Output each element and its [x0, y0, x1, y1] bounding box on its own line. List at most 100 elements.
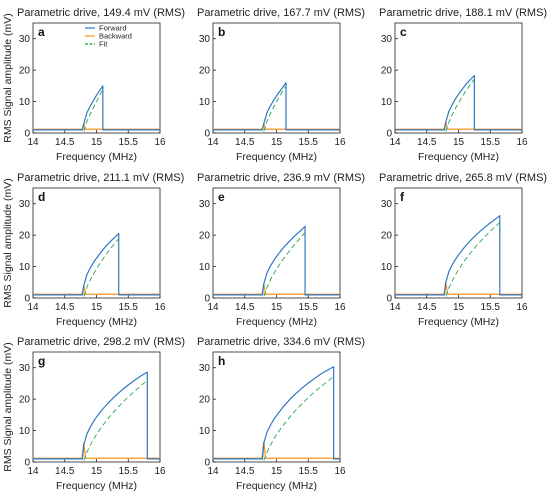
y-tick-label: 30	[199, 363, 211, 374]
x-tick-label: 14.5	[55, 137, 75, 148]
y-tick-label: 20	[199, 395, 211, 406]
plot-frame	[32, 187, 161, 299]
panel-letter: e	[218, 190, 225, 204]
series-line-forward	[213, 225, 340, 296]
x-tick-label: 14.5	[235, 466, 255, 477]
series-line-forward	[395, 74, 522, 131]
x-tick-label: 16	[154, 466, 166, 477]
y-tick-label: 30	[199, 34, 211, 45]
y-tick-label: 30	[19, 363, 31, 374]
x-tick-label: 15.5	[299, 302, 319, 313]
x-tick-label: 15.5	[119, 137, 139, 148]
x-tick-label: 15	[91, 466, 103, 477]
panel-h: Parametric drive, 334.6 mV (RMS) h 14 14.5 1…	[197, 336, 365, 491]
y-tick-label: 10	[19, 426, 31, 437]
x-tick-label: 14	[389, 137, 401, 148]
y-tick-label: 20	[199, 231, 211, 242]
panel-d: Parametric drive, 211.1 mV (RMS) d 14 14.5 1…	[17, 172, 184, 328]
y-tick-label: 10	[199, 97, 211, 108]
series-line-backward	[33, 284, 160, 295]
x-tick-label: 16	[154, 137, 166, 148]
x-axis-label: Frequency (MHz)	[418, 316, 499, 328]
legend-label-forward: Forward	[99, 24, 127, 33]
panel-a: Parametric drive, 149.4 mV (RMS) a 14 14.5 1…	[17, 7, 185, 163]
series-line-backward	[33, 122, 160, 130]
y-tick-label: 20	[19, 66, 31, 77]
panel-title: Parametric drive, 188.1 mV (RMS)	[379, 7, 547, 19]
y-tick-label: 20	[381, 231, 393, 242]
y-tick-label: 10	[19, 97, 31, 108]
x-tick-label: 15	[453, 137, 465, 148]
x-tick-label: 14.5	[235, 137, 255, 148]
y-tick-label: 20	[199, 66, 211, 77]
panel-letter: f	[400, 190, 405, 204]
x-axis-label: Frequency (MHz)	[236, 480, 317, 491]
series-line-forward	[33, 232, 160, 296]
y-tick-label: 30	[19, 34, 31, 45]
panel-f: Parametric drive, 265.8 mV (RMS) f 14 14.5 1…	[379, 172, 547, 328]
x-tick-label: 15	[271, 137, 283, 148]
panel-letter: c	[400, 25, 407, 39]
x-tick-label: 14	[207, 137, 219, 148]
x-axis-label: Frequency (MHz)	[236, 151, 317, 163]
x-tick-label: 14.5	[417, 137, 437, 148]
plot-frame	[394, 187, 523, 299]
y-tick-label: 20	[19, 231, 31, 242]
x-tick-label: 15	[91, 302, 103, 313]
y-tick-label: 10	[199, 426, 211, 437]
y-tick-label: 0	[386, 129, 392, 140]
x-tick-label: 15.5	[481, 137, 501, 148]
series-line-backward	[395, 281, 522, 295]
panel-b: Parametric drive, 167.7 mV (RMS) b 14 14.5 1…	[197, 7, 365, 163]
series-line-forward	[213, 366, 340, 460]
series-line-backward	[395, 121, 522, 130]
x-tick-label: 16	[516, 302, 528, 313]
y-tick-label: 30	[381, 34, 393, 45]
x-tick-label: 14	[207, 302, 219, 313]
x-tick-label: 14	[27, 137, 39, 148]
x-tick-label: 15	[91, 137, 103, 148]
y-tick-label: 10	[381, 262, 393, 273]
x-axis-label: Frequency (MHz)	[56, 480, 137, 491]
x-tick-label: 16	[334, 466, 346, 477]
x-tick-label: 14.5	[55, 302, 75, 313]
y-tick-label: 0	[24, 458, 30, 469]
y-tick-label: 0	[24, 129, 30, 140]
x-axis-label: Frequency (MHz)	[56, 151, 137, 163]
x-tick-label: 15.5	[119, 302, 139, 313]
y-axis-label: RMS Signal amplitude (mV)	[2, 13, 14, 143]
plot-frame	[32, 351, 161, 463]
x-tick-label: 14	[27, 466, 39, 477]
y-tick-label: 0	[204, 129, 210, 140]
plot-frame	[212, 22, 341, 134]
panel-title: Parametric drive, 236.9 mV (RMS)	[197, 172, 365, 184]
x-tick-label: 14	[207, 466, 219, 477]
y-tick-label: 0	[24, 294, 30, 305]
panel-title: Parametric drive, 167.7 mV (RMS)	[197, 7, 365, 19]
panel-letter: g	[38, 354, 45, 368]
series-line-forward	[395, 215, 522, 296]
x-axis-label: Frequency (MHz)	[56, 316, 137, 328]
x-tick-label: 15	[271, 466, 283, 477]
series-line-backward	[213, 283, 340, 295]
x-tick-label: 14	[27, 302, 39, 313]
y-tick-label: 10	[381, 97, 393, 108]
series-line-fit	[83, 379, 148, 461]
x-axis-label: Frequency (MHz)	[236, 316, 317, 328]
panel-letter: d	[38, 190, 45, 204]
plot-frame	[394, 22, 523, 134]
plot-frame	[212, 187, 341, 299]
x-tick-label: 15	[271, 302, 283, 313]
x-tick-label: 16	[334, 137, 346, 148]
panel-title: Parametric drive, 334.6 mV (RMS)	[197, 336, 365, 348]
panel-g: Parametric drive, 298.2 mV (RMS) g 14 14.5 1…	[17, 336, 185, 491]
y-axis-label: RMS Signal amplitude (mV)	[2, 342, 14, 472]
series-line-fit	[263, 232, 306, 297]
panel-letter: a	[38, 25, 45, 39]
panel-e: Parametric drive, 236.9 mV (RMS) e 14 14.5 1…	[197, 172, 365, 328]
x-tick-label: 15	[453, 302, 465, 313]
panel-title: Parametric drive, 211.1 mV (RMS)	[17, 172, 184, 184]
series-line-backward	[213, 122, 340, 130]
panel-letter: b	[218, 25, 225, 39]
